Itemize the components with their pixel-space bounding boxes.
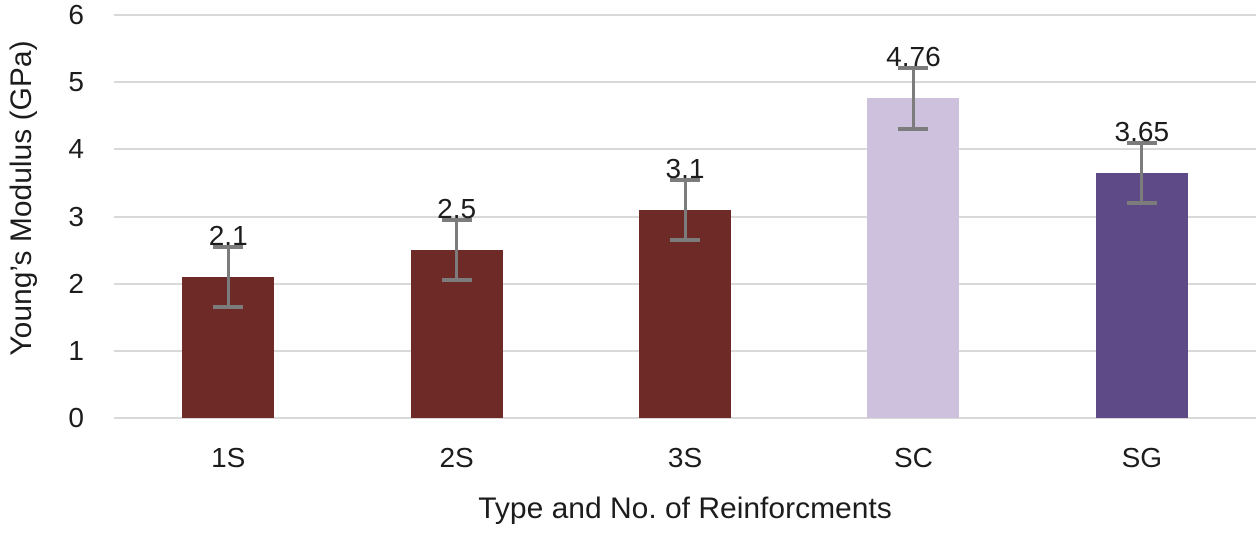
data-label: 3.65 xyxy=(1114,115,1170,147)
error-bar-line xyxy=(1140,142,1144,204)
x-axis-tick-label: 2S xyxy=(439,442,474,473)
error-bar-bottom-cap xyxy=(898,126,929,131)
error-bar-line xyxy=(683,179,687,240)
error-bar-top-cap xyxy=(441,217,472,222)
y-axis-tick-label: 3 xyxy=(68,200,84,232)
data-label: 4.76 xyxy=(886,41,941,73)
x-axis-tick-label: SG xyxy=(1121,442,1163,473)
error-bar-bottom-cap xyxy=(670,238,700,242)
x-axis-tick-label: 3S xyxy=(667,442,703,473)
error-bar-line xyxy=(226,246,230,308)
x-axis-title: Type and No. of Reinforcments xyxy=(478,492,892,525)
gridline xyxy=(114,14,1256,16)
gridline xyxy=(114,417,1256,419)
data-label: 3.1 xyxy=(665,152,705,184)
data-label: 2.5 xyxy=(437,192,477,224)
x-axis-tick-label: SC xyxy=(893,442,933,473)
y-axis-tick-label: 5 xyxy=(68,66,84,98)
gridline xyxy=(114,81,1256,84)
bar-SC xyxy=(867,98,960,418)
error-bar-top-cap xyxy=(213,244,244,249)
y-axis-title: Young’s Modulus (GPa) xyxy=(5,40,38,356)
x-axis-tick-label: 1S xyxy=(211,442,246,473)
error-bar-top-cap xyxy=(898,66,929,71)
error-bar-top-cap xyxy=(1126,140,1157,145)
error-bar-bottom-cap xyxy=(441,278,472,283)
error-bar-line xyxy=(911,68,915,129)
error-bar-line xyxy=(455,219,459,281)
y-axis-tick-label: 6 xyxy=(68,0,84,30)
gridline xyxy=(114,148,1256,151)
data-label: 2.1 xyxy=(208,219,248,251)
error-bar-bottom-cap xyxy=(213,305,244,310)
y-axis-tick-label: 4 xyxy=(68,133,84,165)
y-axis-tick-label: 0 xyxy=(68,402,84,433)
bar-SG xyxy=(1095,172,1188,418)
error-bar-top-cap xyxy=(670,177,700,182)
y-axis-tick-label: 2 xyxy=(68,267,84,299)
bar-3S xyxy=(639,209,731,418)
y-axis-tick-label: 1 xyxy=(68,334,84,366)
error-bar-bottom-cap xyxy=(1126,201,1157,206)
